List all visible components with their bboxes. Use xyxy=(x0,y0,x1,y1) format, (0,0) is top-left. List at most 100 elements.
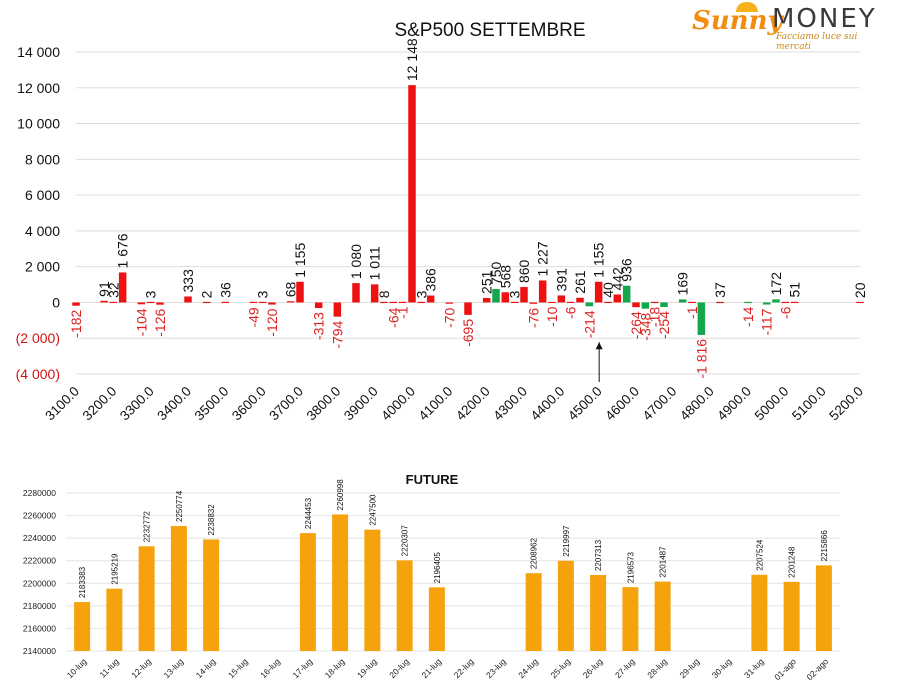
bar xyxy=(118,272,127,303)
x-tick-label: 16-lug xyxy=(258,656,282,680)
bar-value-label: -264 xyxy=(628,311,644,339)
bar xyxy=(654,581,671,651)
y-tick-label: 2200000 xyxy=(23,578,56,588)
bar-value-label: 251 xyxy=(479,270,495,294)
y-tick-label: 2280000 xyxy=(23,488,56,498)
bar xyxy=(370,284,379,303)
bar-value-label: 2196405 xyxy=(433,552,442,584)
bar xyxy=(417,301,426,304)
y-tick-label: 2240000 xyxy=(23,533,56,543)
x-tick-label: 14-lug xyxy=(194,656,218,680)
x-tick-label: 29-lug xyxy=(678,656,702,680)
x-tick-label: 4000.0 xyxy=(378,384,418,424)
bar xyxy=(622,285,631,303)
y-tick-label: 2 000 xyxy=(25,259,60,275)
x-tick-label: 3700.0 xyxy=(266,384,306,424)
bar-value-label: 1 227 xyxy=(535,241,551,276)
bar-value-label: 2260998 xyxy=(336,479,345,511)
bar-value-label: 442 xyxy=(609,267,625,291)
y-tick-label: 2160000 xyxy=(23,623,56,633)
bar xyxy=(428,587,445,651)
bar xyxy=(557,295,566,303)
bar-value-label: -1 xyxy=(684,306,700,319)
bar-value-label: 169 xyxy=(675,272,691,296)
x-tick-label: 4100.0 xyxy=(416,384,456,424)
bar xyxy=(445,302,454,304)
bar-value-label: 68 xyxy=(283,281,299,297)
bar xyxy=(492,289,500,303)
bar xyxy=(396,560,413,651)
y-tick-label: 14 000 xyxy=(17,44,60,60)
bar xyxy=(398,301,407,304)
bar-value-label: -70 xyxy=(441,307,457,327)
x-tick-label: 31-lug xyxy=(742,656,766,680)
bar-value-label: -10 xyxy=(544,306,560,326)
bar xyxy=(203,539,220,651)
x-tick-label: 21-lug xyxy=(420,656,444,680)
bar-value-label: 172 xyxy=(768,272,784,296)
sp500-chart: S&P500 SETTEMBRE (4 000) (2 000) 0 2 000 4 0… xyxy=(16,20,868,424)
y-tick-label: 2180000 xyxy=(23,601,56,611)
bar-value-label: 1 155 xyxy=(591,243,607,278)
bar-value-label: -348 xyxy=(637,312,653,340)
bar-value-label: 2238832 xyxy=(207,504,216,536)
y-tick-label: 12 000 xyxy=(17,80,60,96)
bar xyxy=(184,296,192,303)
bar xyxy=(856,301,864,304)
bar xyxy=(751,574,768,651)
x-tick-label: 18-lug xyxy=(323,656,347,680)
bar xyxy=(380,301,388,304)
brand-name-right: MONEY xyxy=(772,4,877,34)
x-tick-label: 5100.0 xyxy=(789,384,829,424)
bar-value-label: 37 xyxy=(712,282,728,298)
bar-value-label: 2215866 xyxy=(820,530,829,562)
bar xyxy=(688,301,696,304)
x-tick-label: 3300.0 xyxy=(117,384,157,424)
bar xyxy=(762,302,771,305)
bar xyxy=(590,575,607,651)
bar-value-label: -120 xyxy=(264,308,280,336)
bar xyxy=(632,302,640,308)
bar xyxy=(464,302,472,315)
x-tick-label: 3600.0 xyxy=(229,384,269,424)
bar-value-label: 3 xyxy=(255,290,271,298)
bar xyxy=(716,301,724,304)
bar-value-label: 2219997 xyxy=(562,525,571,557)
y-tick-label: 8 000 xyxy=(25,151,60,167)
bar-value-label: 8 xyxy=(376,290,392,298)
bar xyxy=(585,302,594,307)
bar xyxy=(604,301,612,304)
bar-value-label: 2201248 xyxy=(788,546,797,578)
bar xyxy=(781,301,790,304)
bar-value-label: -1 816 xyxy=(693,339,709,379)
bar-value-label: 3 xyxy=(413,290,429,298)
x-tick-label: 30-lug xyxy=(710,656,734,680)
x-tick-label: 4700.0 xyxy=(640,384,680,424)
sun-icon xyxy=(736,2,758,12)
x-tick-label: 01-ago xyxy=(772,656,798,682)
bar-value-label: 2183383 xyxy=(78,566,87,598)
bar-value-label: 1 011 xyxy=(367,246,383,280)
x-tick-label: 4600.0 xyxy=(602,384,642,424)
bar-value-label: 36 xyxy=(217,282,233,298)
bar-value-label: 333 xyxy=(180,269,196,293)
bar xyxy=(525,573,542,651)
bar-value-label: -794 xyxy=(329,320,345,348)
bar xyxy=(221,301,230,304)
bar xyxy=(538,280,547,303)
x-tick-label: 3100.0 xyxy=(42,384,82,424)
bar-value-label: 3 xyxy=(507,290,523,298)
bar-value-label: -6 xyxy=(563,306,579,319)
bar xyxy=(678,299,687,303)
y-tick-label: (2 000) xyxy=(16,330,60,346)
bar xyxy=(138,546,155,651)
bar xyxy=(529,302,538,304)
bar-value-label: 1 080 xyxy=(348,244,364,279)
bar xyxy=(286,301,295,303)
bar xyxy=(170,525,187,651)
bar-value-label: 2 xyxy=(199,290,215,298)
bar xyxy=(332,514,349,651)
bar-value-label: 2220307 xyxy=(401,525,410,557)
brand-tagline: Facciamo luce sui mercati xyxy=(776,32,858,52)
bar xyxy=(744,301,752,304)
